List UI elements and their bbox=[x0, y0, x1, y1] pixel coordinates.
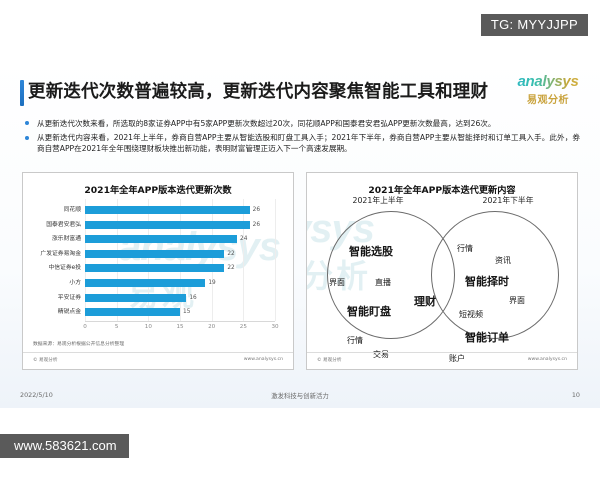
bar-chart-row: 涨乐财富通 24 bbox=[23, 232, 293, 246]
bar-category-label: 中信证券e投 bbox=[48, 265, 81, 272]
bullet-dot-icon bbox=[25, 121, 29, 126]
bar-category-label: 小方 bbox=[69, 280, 81, 286]
site-watermark-badge: www.583621.com bbox=[0, 434, 129, 458]
analysys-logo: analysys 易观分析 bbox=[508, 74, 588, 106]
venn-diagram: 2021年上半年 2021年下半年 智能选股 界面 直播 智能盯盘 行情 交易 … bbox=[307, 195, 577, 363]
venn-term-right-5: 短视频 bbox=[459, 310, 483, 319]
page-title: 更新迭代次数普遍较高，更新迭代内容聚焦智能工具和理财 bbox=[28, 82, 489, 102]
chart-gridline bbox=[85, 199, 86, 321]
bar-category-label: 涨乐财富通 bbox=[52, 236, 81, 243]
bar-value-label: 26 bbox=[252, 207, 261, 213]
venn-circle-right bbox=[431, 211, 559, 339]
card-footer: © 易观分析 www.analysys.cn bbox=[23, 352, 293, 369]
bullet-text-2: 从更新迭代内容来看，2021年上半年，券商自营APP主要从智能选股和盯盘工具入手… bbox=[37, 133, 580, 154]
x-axis-tick-label: 20 bbox=[208, 324, 216, 330]
venn-term-left-5: 行情 bbox=[347, 336, 363, 345]
x-axis-tick-label: 10 bbox=[144, 324, 152, 330]
bar-value-label: 19 bbox=[208, 280, 216, 286]
chart-title: 2021年全年APP版本迭代更新次数 bbox=[84, 185, 232, 196]
x-axis-tick-label: 5 bbox=[114, 324, 119, 330]
chart-source-note: 数据来源：易观分析根据公开信息分析整理 bbox=[33, 342, 125, 347]
bar-value-label: 24 bbox=[240, 236, 248, 243]
chart-gridline bbox=[275, 199, 276, 321]
venn-term-right-6: 智能订单 bbox=[465, 331, 509, 344]
bullet-text-1: 从更新迭代次数来看，所选取的8家证券APP中有5家APP更新次数超过20次，同花… bbox=[37, 119, 496, 128]
venn-term-right-7: 账户 bbox=[449, 354, 465, 363]
card-copyright: © 易观分析 bbox=[317, 358, 342, 363]
bar-value-label: 22 bbox=[227, 265, 235, 272]
venn-term-left-1: 智能选股 bbox=[349, 245, 393, 258]
slide-page-number: 10 bbox=[571, 391, 580, 399]
bar bbox=[85, 235, 237, 244]
x-axis-tick-label: 15 bbox=[176, 324, 184, 330]
card-footer: © 易观分析 www.analysys.cn bbox=[307, 352, 577, 369]
venn-term-left-2: 界面 bbox=[329, 278, 345, 287]
bullet-dot-icon bbox=[25, 135, 29, 140]
chart-gridline bbox=[148, 199, 150, 321]
bar-category-label: 广发证券易淘金 bbox=[40, 250, 81, 257]
bar-value-label: 16 bbox=[189, 294, 197, 301]
x-axis-tick-label: 0 bbox=[83, 324, 87, 330]
bar bbox=[85, 206, 250, 214]
bar-chart-row: 平安证券 16 bbox=[23, 291, 293, 305]
slide-header: 更新迭代次数普遍较高，更新迭代内容聚焦智能工具和理财 analysys 易观分析 bbox=[0, 74, 600, 112]
chart-gridline bbox=[116, 199, 118, 321]
venn-term-center-1: 理财 bbox=[414, 295, 436, 308]
bar-chart-row: 同花顺 26 bbox=[23, 203, 293, 217]
bar-value-label: 22 bbox=[227, 250, 235, 257]
bar-chart-plot: 0 5 10 15 20 25 30 同花顺 26 国泰君安君弘 26 涨乐财富通 24 广发证券易淘金 2… bbox=[23, 199, 293, 339]
bar-chart-row: 小方 19 bbox=[23, 276, 293, 290]
bar-chart-row: 广发证券易淘金 22 bbox=[23, 247, 293, 261]
venn-left-label: 2021年上半年 bbox=[352, 196, 404, 205]
bar bbox=[85, 279, 206, 287]
chart-gridline bbox=[180, 199, 181, 321]
bar bbox=[85, 308, 180, 317]
bar-value-label: 15 bbox=[183, 309, 191, 316]
chart-gridline bbox=[243, 199, 245, 321]
bar-chart-row: 中信证券e投 22 bbox=[23, 261, 293, 275]
venn-term-left-6: 交易 bbox=[373, 350, 389, 359]
logo-chinese-name: 易观分析 bbox=[527, 94, 569, 106]
card-copyright: © 易观分析 bbox=[33, 358, 58, 363]
x-axis-line bbox=[85, 321, 275, 322]
bullet-item-2: 从更新迭代内容来看，2021年上半年，券商自营APP主要从智能选股和盯盘工具入手… bbox=[24, 132, 580, 154]
venn-card: ysys 分析 2021年全年APP版本迭代更新内容 2021年上半年 2021… bbox=[306, 172, 578, 370]
bar bbox=[85, 249, 225, 258]
venn-term-right-3: 智能择时 bbox=[465, 275, 509, 288]
card-url: www.analysys.cn bbox=[243, 357, 283, 362]
bar-chart-card: analysys 易观 2021年全年APP版本迭代更新次数 051015202… bbox=[22, 172, 294, 370]
venn-right-label: 2021年下半年 bbox=[482, 196, 534, 205]
venn-term-right-4: 界面 bbox=[509, 296, 525, 305]
bar bbox=[85, 264, 225, 273]
bar bbox=[85, 293, 187, 302]
venn-term-right-2: 资讯 bbox=[495, 256, 511, 265]
bar-chart-row: 精锐点金 15 bbox=[23, 305, 293, 319]
card-url: www.analysys.cn bbox=[527, 357, 567, 362]
bar-value-label: 26 bbox=[252, 221, 261, 228]
bullet-list: 从更新迭代次数来看，所选取的8家证券APP中有5家APP更新次数超过20次，同花… bbox=[24, 118, 580, 158]
x-axis-tick-label: 25 bbox=[239, 324, 247, 330]
slide-canvas: 更新迭代次数普遍较高，更新迭代内容聚焦智能工具和理财 analysys 易观分析… bbox=[0, 58, 600, 408]
bar-category-label: 精锐点金 bbox=[57, 309, 81, 316]
venn-term-left-3: 直播 bbox=[375, 278, 391, 287]
bar-category-label: 同花顺 bbox=[63, 207, 81, 213]
bar-category-label: 平安证券 bbox=[57, 294, 81, 301]
slide-footer: 2022/5/10 激发科技与创新活力 10 bbox=[0, 382, 600, 408]
bullet-item-1: 从更新迭代次数来看，所选取的8家证券APP中有5家APP更新次数超过20次，同花… bbox=[24, 118, 580, 129]
logo-wordmark: analysys bbox=[508, 74, 588, 90]
venn-term-right-1: 行情 bbox=[457, 244, 473, 253]
venn-term-left-4: 智能盯盘 bbox=[347, 305, 391, 318]
tg-watermark-badge: TG: MYYJJPP bbox=[480, 14, 588, 36]
bar bbox=[85, 220, 250, 229]
slide-date: 2022/5/10 bbox=[20, 391, 53, 399]
slide-slogan: 激发科技与创新活力 bbox=[271, 392, 329, 400]
venn-title: 2021年全年APP版本迭代更新内容 bbox=[368, 185, 516, 196]
bar-chart-row: 国泰君安君弘 26 bbox=[23, 218, 293, 232]
x-axis-tick-label: 30 bbox=[271, 324, 279, 330]
bar-category-label: 国泰君安君弘 bbox=[46, 221, 81, 228]
title-accent-bar bbox=[20, 80, 24, 106]
chart-gridline bbox=[211, 199, 213, 321]
